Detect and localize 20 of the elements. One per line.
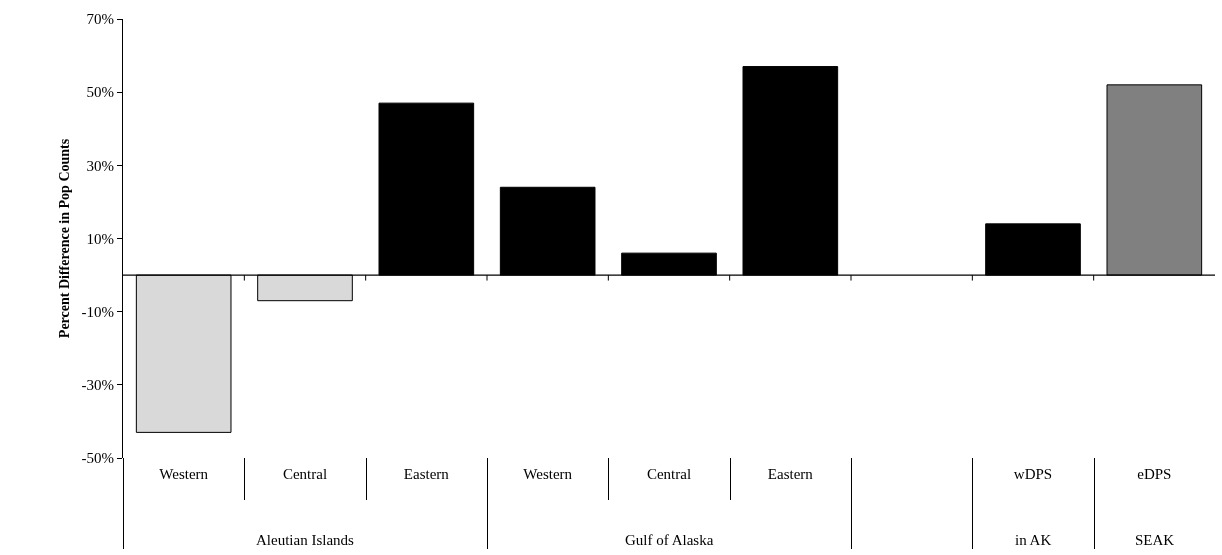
y-tick-label: 30%	[86, 157, 114, 174]
y-axis-title: Percent Difference in Pop Counts	[57, 138, 72, 339]
x-tick-label: wDPS	[1013, 466, 1053, 482]
y-tick-label: -10%	[81, 303, 114, 320]
x-tick-label: Eastern	[403, 466, 450, 482]
text: SEAK	[1135, 532, 1175, 548]
y-tick-label: 70%	[86, 11, 114, 28]
text: Aleutian Islands	[256, 532, 355, 548]
x-tick-label: Central	[282, 466, 328, 482]
x-tick-label: eDPS	[1137, 466, 1172, 482]
y-tick-label: 50%	[86, 84, 114, 101]
x-tick-label: Western	[159, 466, 209, 482]
y-tick-label: -30%	[81, 377, 114, 394]
text: in AK	[1015, 532, 1052, 548]
y-tick-label: -50%	[81, 450, 114, 467]
text: Gulf of Alaska	[625, 532, 714, 548]
y-tick-label: 10%	[86, 230, 114, 247]
x-tick-label: Central	[646, 466, 692, 482]
x-tick-label: Eastern	[767, 466, 814, 482]
x-tick-label: Western	[523, 466, 573, 482]
